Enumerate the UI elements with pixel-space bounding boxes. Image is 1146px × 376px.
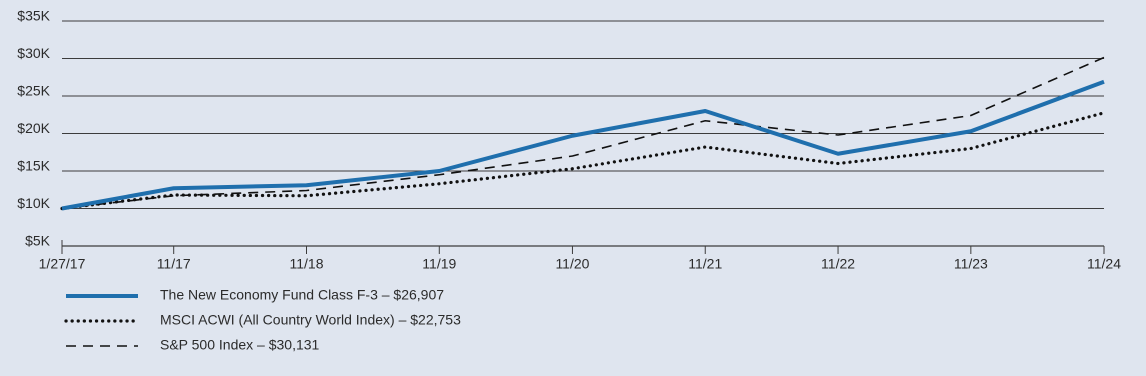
x-tick-label: 11/19 [422, 256, 456, 272]
x-tick-label: 11/22 [821, 256, 855, 272]
y-tick-label: $10K [17, 195, 50, 211]
x-tick-label: 11/21 [688, 256, 722, 272]
x-tick-label: 1/27/17 [39, 256, 86, 272]
series-line [60, 111, 1106, 211]
y-tick-label: $20K [17, 120, 50, 136]
y-tick-label: $30K [17, 45, 50, 61]
y-tick-label: $25K [17, 83, 50, 99]
x-tick-label: 11/17 [157, 256, 191, 272]
legend-label: MSCI ACWI (All Country World Index) – $2… [160, 312, 461, 328]
y-tick-label: $15K [17, 158, 50, 174]
y-tick-label: $5K [25, 233, 51, 249]
x-tick-label: 11/18 [289, 256, 323, 272]
series-line [61, 56, 1105, 210]
legend-label: The New Economy Fund Class F-3 – $26,907 [160, 287, 444, 303]
x-tick-label: 11/24 [1087, 256, 1121, 272]
legend-label: S&P 500 Index – $30,131 [160, 337, 320, 353]
x-tick-label: 11/20 [555, 256, 589, 272]
series-line [61, 79, 1105, 211]
x-tick-label: 11/23 [954, 256, 988, 272]
y-tick-label: $35K [17, 8, 50, 24]
